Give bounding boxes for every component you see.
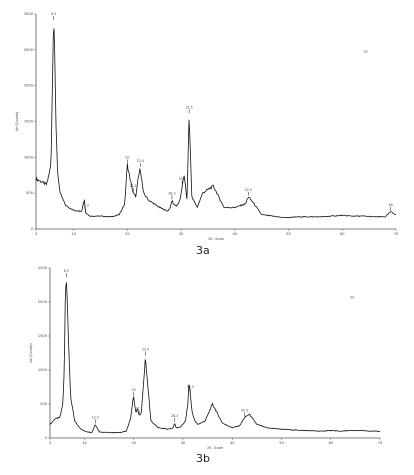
x-tick-label: 20	[125, 232, 130, 236]
x-tick-label: 10	[82, 441, 87, 445]
x-tick-label: 30	[181, 441, 186, 445]
x-tick-label: 10	[71, 232, 76, 236]
y-tick-label: 1500	[24, 120, 34, 124]
y-axis-label: Lin (Counts)	[29, 343, 33, 362]
x-tick-label: 3	[49, 441, 51, 445]
x-tick-label: 30	[179, 232, 184, 236]
x-tick-label: 40	[230, 441, 235, 445]
panel-label-3b: 3b	[196, 452, 210, 465]
y-tick-label: 2500	[38, 266, 48, 270]
x-tick-label: 70	[378, 441, 383, 445]
corner-tag: 2b	[350, 296, 354, 300]
peak-marker-label: 12.2	[82, 204, 89, 208]
x-tick-label: 70	[394, 232, 399, 236]
peak-marker-label: 22.4	[142, 347, 149, 351]
x-axis-label: 2θ - Scale	[208, 237, 224, 241]
panel-label-3a: 3a	[196, 244, 210, 257]
peak-marker-label: 21.1	[130, 184, 137, 188]
diffraction-trace	[35, 28, 397, 219]
y-axis-label: Lin (Counts)	[15, 112, 19, 131]
peak-marker-label: 28.3	[168, 191, 175, 195]
y-tick-label: 1000	[24, 155, 34, 159]
y-tick-label: 1000	[38, 368, 48, 372]
x-axis-label: 2θ - Scale	[207, 446, 223, 450]
x-tick-label: 60	[328, 441, 333, 445]
chart-panel-3a: 0 500 1000 1500 2000 2500 3000 3 10 20 30 40 50 60 70 L…	[15, 12, 399, 241]
x-tick-label: 50	[286, 232, 291, 236]
y-tick-label: 500	[26, 191, 34, 195]
y-tick-label: 2000	[38, 300, 48, 304]
x-tick-label: 40	[233, 232, 238, 236]
peak-marker-label: 20	[132, 388, 136, 392]
y-tick-label: 2000	[24, 84, 34, 88]
peak-marker-label: 28.3	[171, 414, 178, 418]
peak-marker-label: 12.2	[92, 415, 99, 419]
peak-marker-label: 20	[125, 156, 129, 160]
peak-marker-label: 31.5	[186, 105, 193, 109]
peak-marker-label: 42.5	[241, 409, 248, 413]
y-tick-label: 1500	[38, 334, 48, 338]
peak-marker-label: 31.5	[187, 385, 194, 389]
y-tick-label: 2500	[24, 48, 34, 52]
y-tick-label: 0	[31, 227, 34, 231]
x-tick-label: 20	[131, 441, 136, 445]
chart-panel-3b: 0 500 1000 1500 2000 2500 3 10 20 30 40 50 60 70 Lin (…	[29, 266, 383, 450]
peak-marker-label: 21.1	[136, 407, 143, 411]
y-tick-label: 500	[40, 402, 48, 406]
x-tick-label: 50	[279, 441, 284, 445]
x-tick-label: 3	[35, 232, 37, 236]
y-tick-label: 3000	[24, 12, 34, 16]
peak-marker-label: 30.2	[179, 177, 186, 181]
peak-marker-label: 22.4	[137, 159, 144, 163]
y-tick-label: 0	[45, 436, 48, 440]
peak-marker-label: 69	[389, 203, 393, 207]
peak-marker-label: 6.3	[51, 12, 56, 16]
corner-tag: 2a	[364, 50, 368, 54]
peak-marker-label: 6.3	[64, 269, 69, 273]
peak-marker-label: 42.5	[245, 188, 252, 192]
x-tick-label: 60	[340, 232, 345, 236]
diffraction-trace	[49, 282, 381, 434]
